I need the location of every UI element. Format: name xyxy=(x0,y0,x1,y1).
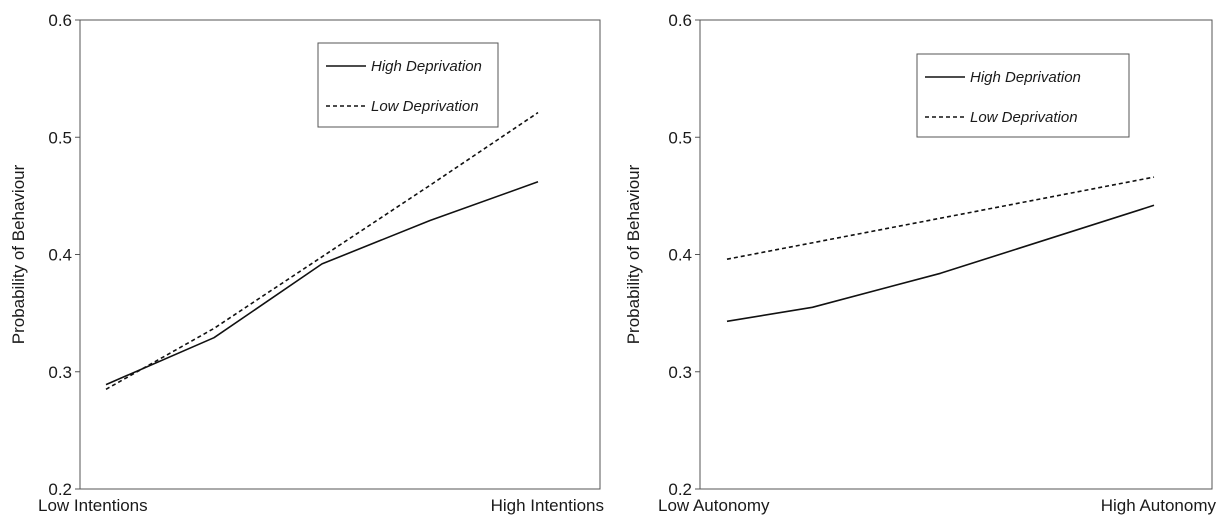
left-y-tick-label: 0.4 xyxy=(48,246,72,265)
left-y-axis-label: Probability of Behaviour xyxy=(9,164,28,344)
left-legend-label: Low Deprivation xyxy=(371,98,479,115)
right-y-tick-label: 0.5 xyxy=(668,128,692,147)
right-x-category-label: Low Autonomy xyxy=(658,496,770,515)
right-series-line-low-deprivation xyxy=(726,176,1155,260)
left-legend-box xyxy=(317,42,499,128)
right-legend-label: High Deprivation xyxy=(970,69,1081,86)
right-x-category-label: High Autonomy xyxy=(1101,496,1217,515)
left-y-tick-label: 0.5 xyxy=(48,128,72,147)
right-y-tick-label: 0.4 xyxy=(668,246,692,265)
right-y-tick-label: 0.3 xyxy=(668,363,692,382)
right-legend-box xyxy=(916,53,1130,138)
right-series-line-high-deprivation xyxy=(726,204,1155,323)
right-y-axis-label: Probability of Behaviour xyxy=(624,164,643,344)
right-y-tick-label: 0.6 xyxy=(668,11,692,30)
left-y-tick-label: 0.6 xyxy=(48,11,72,30)
left-x-category-label: Low Intentions xyxy=(38,496,148,515)
left-y-tick-label: 0.2 xyxy=(48,480,72,499)
left-legend-label: High Deprivation xyxy=(371,58,482,75)
right-y-tick-label: 0.2 xyxy=(668,480,692,499)
left-series-line-low-deprivation xyxy=(105,111,539,390)
left-series-line-high-deprivation xyxy=(105,181,539,386)
left-x-category-label: High Intentions xyxy=(491,496,604,515)
right-legend-label: Low Deprivation xyxy=(970,109,1078,126)
left-y-tick-label: 0.3 xyxy=(48,363,72,382)
